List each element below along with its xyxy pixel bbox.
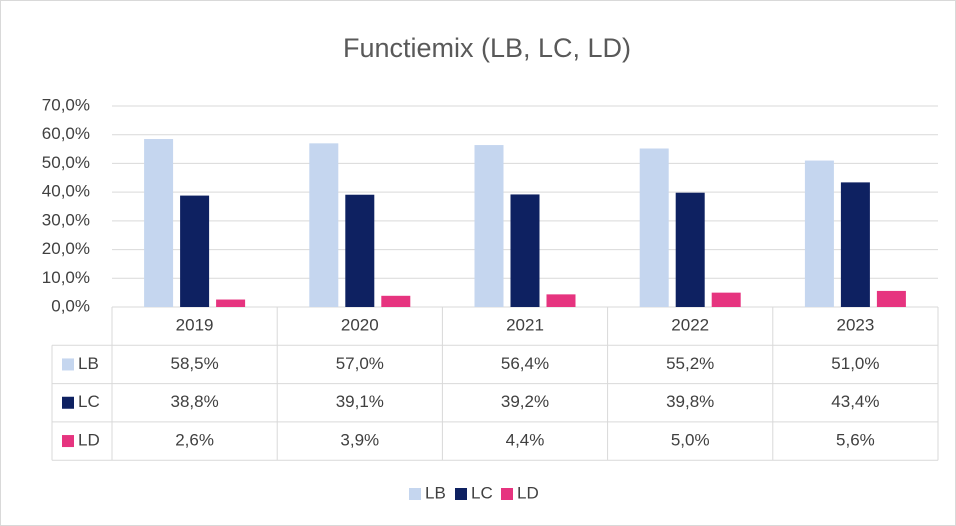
data-label: 5,6% bbox=[836, 431, 875, 450]
data-label: 39,2% bbox=[501, 392, 549, 411]
legend-key bbox=[409, 488, 421, 500]
data-label: 39,8% bbox=[666, 392, 714, 411]
table-row-label: LD bbox=[78, 431, 100, 450]
bar bbox=[381, 295, 411, 307]
table-legend-key bbox=[62, 435, 74, 448]
bar bbox=[804, 160, 834, 307]
bar bbox=[711, 292, 741, 307]
bar bbox=[309, 143, 339, 307]
bar bbox=[876, 290, 906, 307]
table-row-label: LC bbox=[78, 392, 100, 411]
bar bbox=[216, 299, 246, 307]
data-label: 43,4% bbox=[831, 392, 879, 411]
data-label: 51,0% bbox=[831, 354, 879, 373]
table-row-label: LB bbox=[78, 354, 99, 373]
data-label: 2,6% bbox=[175, 431, 214, 450]
y-tick-label: 20,0% bbox=[42, 239, 90, 258]
data-label: 4,4% bbox=[506, 431, 545, 450]
data-label: 39,1% bbox=[336, 392, 384, 411]
table-legend-key bbox=[62, 358, 74, 371]
y-tick-label: 70,0% bbox=[42, 95, 90, 114]
x-tick-label: 2021 bbox=[506, 316, 544, 335]
bar bbox=[840, 182, 870, 307]
legend-label: LD bbox=[517, 483, 539, 502]
data-label: 58,5% bbox=[170, 354, 218, 373]
x-tick-label: 2019 bbox=[176, 316, 214, 335]
y-tick-label: 60,0% bbox=[42, 124, 90, 143]
x-tick-label: 2022 bbox=[671, 316, 709, 335]
bar bbox=[510, 194, 540, 307]
legend-key bbox=[455, 488, 467, 500]
data-label: 56,4% bbox=[501, 354, 549, 373]
y-tick-label: 40,0% bbox=[42, 182, 90, 201]
data-label: 55,2% bbox=[666, 354, 714, 373]
bar bbox=[180, 195, 210, 307]
y-tick-label: 50,0% bbox=[42, 153, 90, 172]
y-tick-label: 10,0% bbox=[42, 268, 90, 287]
chart-title: Functiemix (LB, LC, LD) bbox=[343, 33, 631, 63]
data-label: 57,0% bbox=[336, 354, 384, 373]
data-label: 38,8% bbox=[170, 392, 218, 411]
legend-key bbox=[501, 488, 513, 500]
bar bbox=[639, 148, 669, 307]
data-label: 3,9% bbox=[340, 431, 379, 450]
data-label: 5,0% bbox=[671, 431, 710, 450]
bar bbox=[675, 192, 705, 307]
y-tick-label: 0,0% bbox=[51, 296, 90, 315]
x-tick-label: 2020 bbox=[341, 316, 379, 335]
y-tick-label: 30,0% bbox=[42, 210, 90, 229]
bar bbox=[345, 194, 375, 307]
bar bbox=[144, 139, 174, 307]
bar bbox=[474, 145, 504, 307]
legend-label: LB bbox=[425, 483, 446, 502]
x-tick-label: 2023 bbox=[836, 316, 874, 335]
table-legend-key bbox=[62, 396, 74, 409]
legend-label: LC bbox=[471, 483, 493, 502]
bar bbox=[546, 294, 576, 307]
